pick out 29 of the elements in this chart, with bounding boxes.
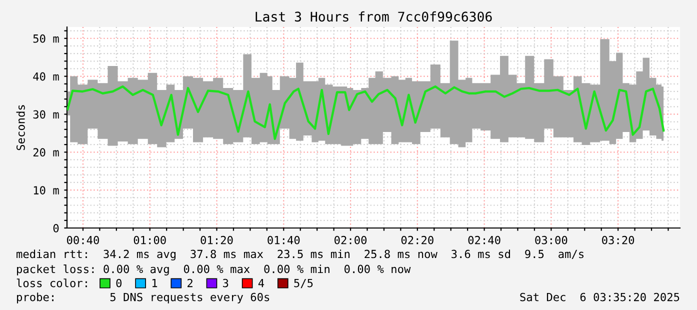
y-tick-label: 10 m bbox=[34, 186, 59, 194]
text: packet loss: 0.00 % avg 0.00 % max 0.00 % min 0.00 % now bbox=[17, 264, 411, 276]
legend-label: 5/5 bbox=[294, 278, 313, 288]
x-tick-label: 01:40 bbox=[268, 236, 300, 244]
legend-label: 0 bbox=[116, 278, 122, 288]
legend-label: 2 bbox=[188, 278, 192, 288]
text: probe: 5 DNS requests every 60s bbox=[17, 292, 270, 304]
y-tick-label: 40 m bbox=[33, 72, 59, 81]
text: Sat Dec 6 03:35:20 2025 bbox=[520, 292, 680, 302]
y-axis-title: Seconds bbox=[16, 105, 25, 150]
x-tick-label: 01:20 bbox=[200, 236, 233, 244]
legend-label: 3 bbox=[223, 278, 228, 288]
y-tick-label: 0 bbox=[53, 224, 59, 232]
y-tick-label: 30 m bbox=[33, 110, 59, 119]
text: median rtt: 34.2 ms avg 37.8 ms max 23.5 ms min 25.8 ms now 3.6 ms sd 9.5 am/s bbox=[16, 250, 584, 260]
legend-label: 1 bbox=[152, 278, 158, 288]
x-tick-label: 03:00 bbox=[535, 236, 568, 244]
x-tick-label: 01:00 bbox=[134, 236, 166, 244]
legend-label: 4 bbox=[258, 278, 264, 288]
y-tick-label: 50 m bbox=[33, 34, 59, 43]
line-series bbox=[67, 85, 665, 140]
y-tick-label: 20 m bbox=[33, 148, 59, 157]
x-tick-label: 02:20 bbox=[401, 236, 434, 244]
chart-title: Last 3 Hours from 7cc0f99c6306 bbox=[256, 11, 492, 22]
text: loss color: bbox=[16, 278, 87, 288]
x-tick-label: 02:40 bbox=[468, 236, 500, 244]
x-tick-label: 00:40 bbox=[66, 236, 99, 244]
x-tick-label: 02:00 bbox=[334, 236, 367, 244]
x-tick-label: 03:20 bbox=[602, 236, 634, 244]
